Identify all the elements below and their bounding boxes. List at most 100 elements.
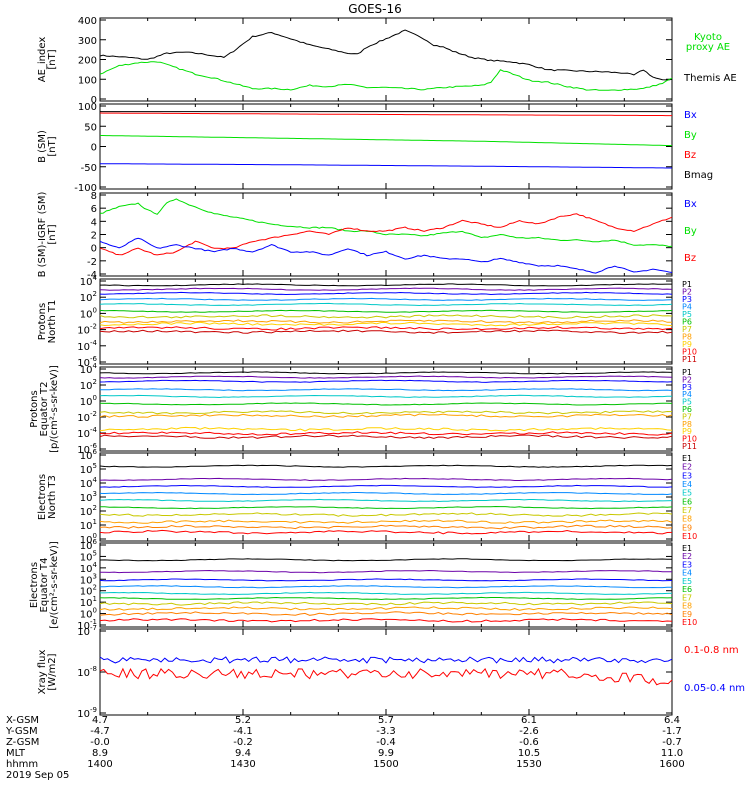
electrons_t3-ytick-label: 100 [80, 532, 97, 546]
protons_t2-channel-p11 [99, 434, 673, 439]
protons_t2-channel-p5 [99, 394, 672, 399]
b_sm-frame [99, 103, 673, 190]
ae-ytick-label: 100 [78, 75, 97, 86]
axis-row-label-hhmm: hhmm [6, 759, 38, 770]
electrons_t3-channel-e4 [99, 491, 673, 496]
protons_t1-legend-p7: P7 [682, 325, 692, 334]
protons_t2-channel-p10 [99, 431, 673, 436]
protons_t2-channel-p9 [99, 426, 673, 432]
electrons_t4-legend-e7: E7 [682, 593, 692, 602]
b_igrf-ytick-label: 2 [91, 231, 97, 242]
electrons_t3-legend-e2: E2 [682, 463, 692, 472]
electrons_t4-ytick-label: 102 [80, 584, 97, 598]
electrons_t4-channel-e7 [99, 601, 673, 606]
protons_t1-channel-p5 [99, 302, 673, 307]
protons_t1-channel-p10 [99, 326, 673, 331]
b_igrf-ylabel: B (SM)-IGRF (SM) [37, 192, 48, 278]
electrons_t4-channel-e6 [99, 596, 673, 601]
protons_t1-channel-p6 [99, 309, 673, 313]
electrons_t4-legend-e5: E5 [682, 577, 692, 586]
protons_t1-channel-p3 [99, 291, 673, 296]
electrons_t4-legend-e3: E3 [682, 560, 692, 569]
electrons_t3-ytick-label: 104 [80, 476, 98, 490]
b_igrf-ytick-label: 8 [91, 191, 97, 202]
electrons_t4-ylabel: Equator T4 [39, 558, 50, 613]
b_igrf-ylabel: [nT] [47, 224, 58, 244]
electrons_t4-ytick-label: 106 [80, 538, 98, 552]
electrons_t3-channel-e5 [99, 498, 673, 503]
b_sm-ytick-label: 0 [91, 143, 97, 154]
electrons_t3-channel-e2 [99, 477, 673, 482]
axis-value: -0.0 [90, 737, 110, 748]
axis-value: 1530 [516, 759, 541, 770]
axis-value: 5.7 [378, 715, 394, 726]
electrons_t4-channel-e2 [99, 569, 673, 574]
ae-ytick-label: 300 [78, 36, 97, 47]
b_sm-ylabel: B (SM) [37, 130, 48, 163]
electrons_t4-channel-e9 [99, 611, 673, 616]
electrons_t3-channel-e9 [99, 524, 673, 530]
b_sm-legend-bx: Bx [684, 110, 697, 121]
axis-value: 1400 [87, 759, 112, 770]
protons_t2-channel-p1 [99, 371, 673, 375]
axis-value: 11.0 [661, 748, 683, 759]
protons_t1-legend-p8: P8 [682, 333, 692, 342]
electrons_t4-legend-e9: E9 [682, 610, 692, 619]
axis-value: 6.4 [664, 715, 680, 726]
axis-row-label-zgsm: Z-GSM [6, 737, 39, 748]
protons_t1-legend-p5: P5 [682, 310, 692, 319]
electrons_t3-ytick-label: 102 [80, 504, 97, 518]
electrons_t4-channel-e8 [99, 606, 673, 611]
electrons_t4-ytick-label: 103 [80, 572, 97, 586]
xray-legend-short: 0.05-0.4 nm [684, 683, 745, 694]
axis-value: -0.4 [376, 737, 396, 748]
axis-value: -4.7 [90, 726, 110, 737]
electrons_t3-ytick-label: 101 [80, 518, 97, 532]
protons_t1-channel-p7 [99, 314, 673, 319]
protons_t1-ytick-label: 100 [80, 306, 97, 320]
axis-value: 5.2 [235, 715, 251, 726]
axis-row-label-xgsm: X-GSM [6, 715, 39, 726]
protons_t2-ytick-label: 100 [80, 394, 97, 408]
axis-value: -0.2 [233, 737, 253, 748]
protons_t2-legend-p5: P5 [682, 398, 692, 407]
b_igrf-ytick-label: -2 [87, 257, 97, 268]
protons_t1-channel-p9 [99, 321, 673, 327]
protons_t2-legend-p4: P4 [682, 390, 692, 399]
axis-value: 8.9 [92, 748, 108, 759]
electrons_t3-legend-e8: E8 [682, 515, 692, 524]
electrons_t3-channel-e10 [99, 529, 673, 535]
b_sm-series-bx [100, 163, 672, 169]
protons_t2-legend-p1: P1 [682, 368, 692, 377]
b_sm-legend-by: By [684, 130, 697, 141]
protons_t2-ylabel: Protons [29, 390, 40, 427]
axis-value: 9.9 [378, 748, 394, 759]
electrons_t4-legend-e6: E6 [682, 585, 692, 594]
xray-ylabel: [W/m2] [47, 653, 58, 690]
electrons_t4-ylabel: [e/(cm²-s-sr-keV)] [49, 541, 60, 629]
b_igrf-ytick-label: 4 [91, 217, 97, 228]
b_igrf-series-by [99, 198, 673, 248]
electrons_t3-legend-e4: E4 [682, 480, 692, 489]
protons_t2-frame [99, 366, 673, 452]
axis-value: 1430 [230, 759, 255, 770]
electrons_t3-channel-e6 [100, 505, 673, 510]
protons_t2-ytick-label: 102 [80, 378, 97, 392]
axis-date: 2019 Sep 05 [6, 770, 69, 781]
electrons_t3-legend-e9: E9 [682, 523, 692, 532]
ae-series-kyoto-proxy-ae [99, 61, 673, 91]
ae-ytick-label: 200 [78, 56, 97, 67]
electrons_t4-ylabel: Electrons [29, 562, 40, 608]
b_sm-legend-bmag: Bmag [684, 170, 713, 181]
axis-value: 1600 [659, 759, 684, 770]
electrons_t3-ytick-label: 106 [80, 448, 98, 462]
protons_t2-legend-p8: P8 [682, 420, 692, 429]
electrons_t4-ytick-label: 101 [80, 595, 97, 609]
protons_t1-legend-p9: P9 [682, 340, 692, 349]
electrons_t3-legend-e3: E3 [682, 471, 692, 480]
electrons_t3-ylabel: Electrons [37, 474, 48, 520]
b_igrf-legend-bx: Bx [684, 199, 697, 210]
axis-value: -0.6 [519, 737, 539, 748]
electrons_t4-legend-e10: E10 [682, 618, 697, 627]
protons_t2-channel-p4 [100, 388, 673, 392]
